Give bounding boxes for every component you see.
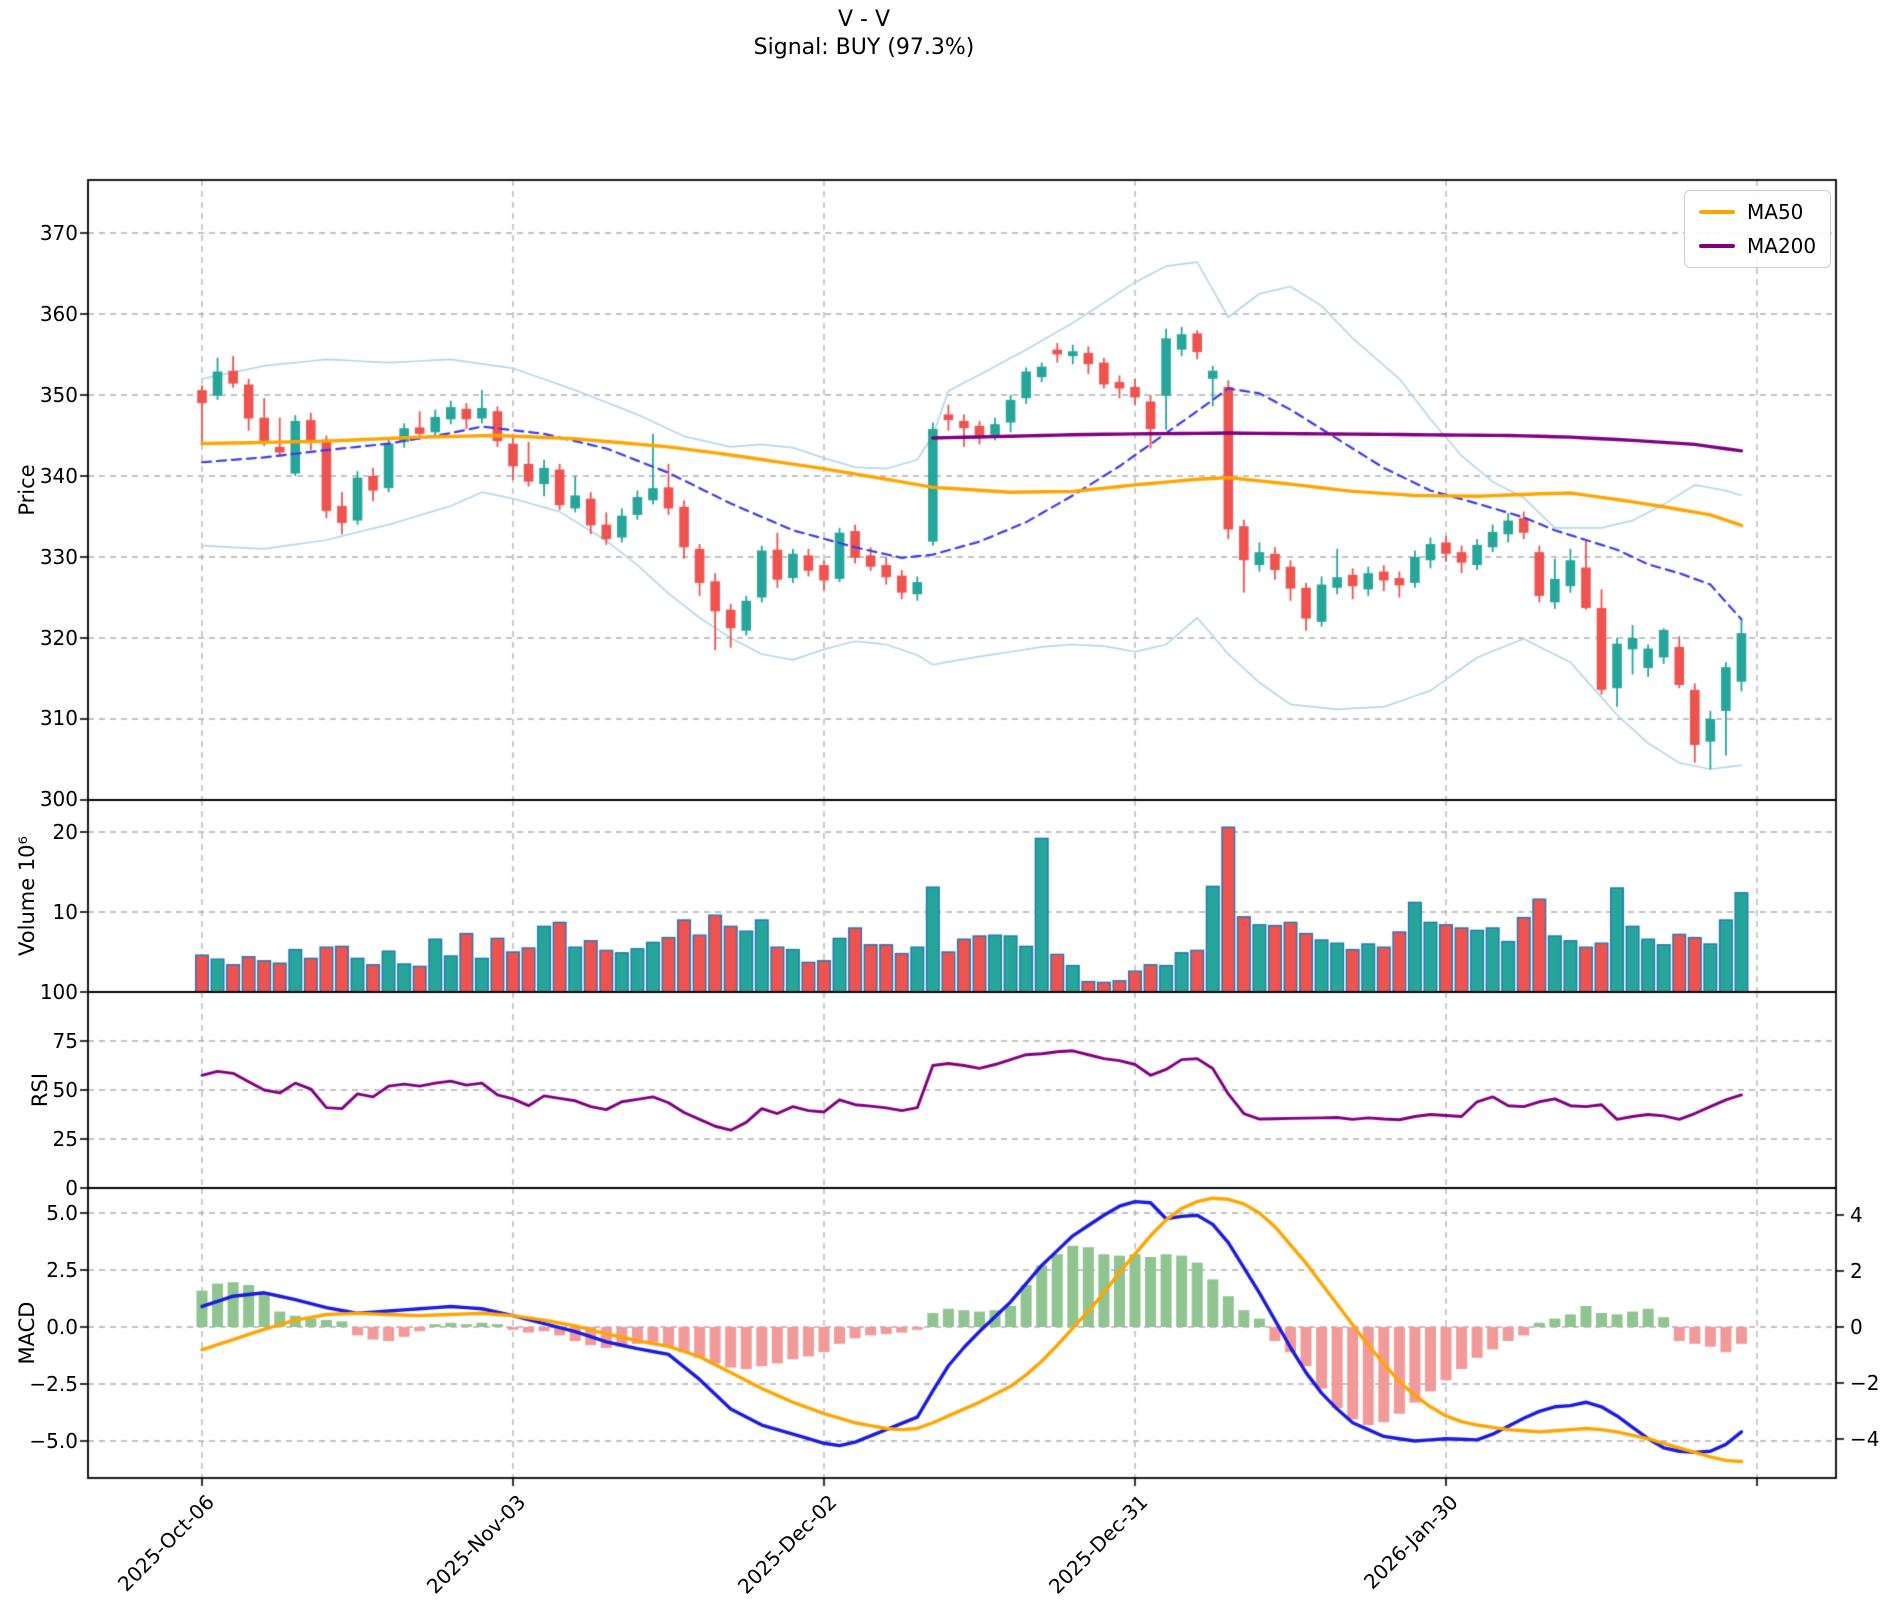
legend-label: MA50 <box>1747 200 1804 224</box>
legend-item-ma200[interactable]: MA200 <box>1699 234 1816 258</box>
price-tick: 340 <box>39 464 78 488</box>
macd-right-tick: −2 <box>1850 1371 1880 1395</box>
rsi-tick: 50 <box>52 1078 78 1102</box>
signal-subtitle: Signal: BUY (97.3%) <box>753 35 975 60</box>
macd-left-tick: 2.5 <box>46 1258 78 1282</box>
price-tick: 350 <box>39 383 78 407</box>
legend-item-ma50[interactable]: MA50 <box>1699 200 1816 224</box>
rsi-panel <box>88 992 1836 1188</box>
volume-axis-label: Volume 10⁶ <box>15 836 39 956</box>
price-tick: 330 <box>39 545 78 569</box>
rsi-tick: 100 <box>39 980 78 1004</box>
symbol-title: V - V <box>837 7 891 32</box>
legend-label: MA200 <box>1747 234 1817 258</box>
price-tick: 310 <box>39 706 78 730</box>
volume-tick: 10 <box>52 900 78 924</box>
ma50-line-swatch <box>1699 210 1735 214</box>
macd-panel <box>88 1188 1836 1478</box>
legend[interactable]: MA50 MA200 <box>1684 190 1832 268</box>
rsi-tick: 0 <box>65 1176 78 1200</box>
rsi-tick: 75 <box>52 1029 78 1053</box>
macd-right-tick: −4 <box>1850 1427 1880 1451</box>
price-tick: 370 <box>39 221 78 245</box>
price-tick: 300 <box>39 787 78 811</box>
macd-left-tick: 0.0 <box>46 1315 78 1339</box>
price-tick: 320 <box>39 626 78 650</box>
macd-right-tick: 4 <box>1850 1203 1863 1227</box>
chart-title: V - V Signal: BUY (97.3%) <box>754 6 975 62</box>
macd-left-tick: −5.0 <box>29 1429 78 1453</box>
volume-tick: 20 <box>52 820 78 844</box>
rsi-tick: 25 <box>52 1127 78 1151</box>
price-panel <box>88 180 1836 800</box>
macd-left-tick: −2.5 <box>29 1372 78 1396</box>
price-tick: 360 <box>39 302 78 326</box>
macd-right-tick: 0 <box>1850 1315 1863 1339</box>
ma200-line-swatch <box>1699 244 1735 248</box>
macd-right-tick: 2 <box>1850 1259 1863 1283</box>
volume-panel <box>88 800 1836 992</box>
macd-left-tick: 5.0 <box>46 1201 78 1225</box>
